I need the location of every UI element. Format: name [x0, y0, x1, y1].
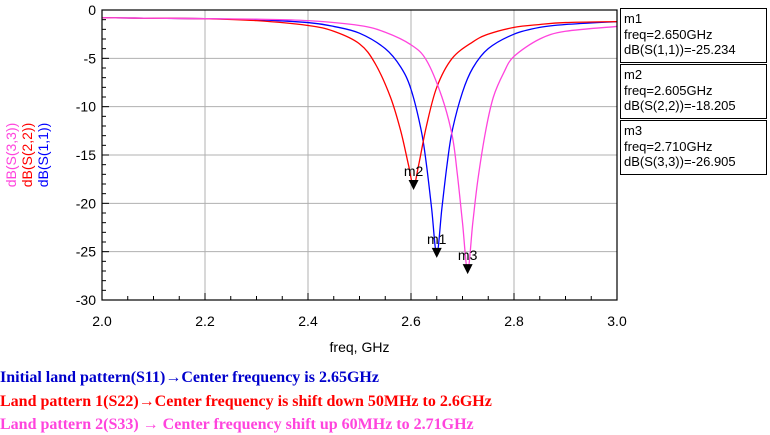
marker-readout-line: dB(S(1,1))=-25.234 — [624, 42, 736, 57]
y-tick-label: 0 — [88, 2, 96, 18]
grid — [101, 9, 618, 301]
marker-readout-line: m1 — [624, 11, 643, 26]
marker-triangle — [462, 264, 473, 275]
x-tick-label: 2.2 — [195, 313, 215, 329]
y-tick-label: -20 — [76, 195, 96, 211]
y-axis-title: dB(S(2,2)) — [19, 123, 35, 188]
x-tick-label: 2.0 — [92, 313, 112, 329]
series-lines — [101, 17, 618, 271]
marker-readout-line: freq=2.605GHz — [624, 82, 713, 98]
marker-label: m3 — [458, 247, 478, 263]
y-tick-label: -30 — [76, 292, 96, 308]
series-line — [101, 17, 618, 187]
marker-readout-line: freq=2.710GHz — [624, 138, 713, 154]
series-line — [101, 17, 618, 271]
marker-label: m2 — [404, 163, 424, 179]
marker-readout-line: dB(S(2,2))=-18.205 — [624, 98, 736, 113]
marker-readout-line: m3 — [624, 123, 643, 138]
y-tick-label: -25 — [76, 244, 96, 260]
marker-readout-line: m2 — [624, 67, 643, 82]
y-tick-label: -15 — [76, 147, 96, 163]
caption-s22: Land pattern 1(S22)→Center frequency is … — [0, 393, 492, 410]
y-axis-title: dB(S(3,3)) — [3, 123, 19, 188]
marker-triangle — [408, 179, 419, 190]
marker-label: m1 — [427, 231, 447, 247]
x-tick-label: 2.4 — [298, 313, 318, 329]
caption-s33: Land pattern 2(S33) → Center frequency s… — [0, 416, 474, 433]
x-tick-label: 2.8 — [504, 313, 524, 329]
y-axis-title: dB(S(1,1)) — [35, 123, 51, 188]
y-tick-label: -5 — [84, 50, 97, 66]
plot-frame — [101, 9, 618, 301]
marker-readout-m2: m2 freq=2.605GHz dB(S(2,2))=-18.205 — [620, 64, 767, 119]
marker-readout-line: freq=2.650GHz — [624, 26, 713, 42]
tick-labels: 2.0 2.2 2.4 2.6 2.8 3.0 0 -5 -10 -15 -20 -25 -30 — [76, 2, 627, 329]
marker-readout-line: dB(S(3,3))=-26.905 — [624, 154, 736, 169]
y-tick-label: -10 — [76, 99, 96, 115]
series-line — [101, 17, 618, 255]
markers: m1 m2 m3 — [404, 163, 478, 275]
x-tick-label: 3.0 — [607, 313, 627, 329]
y-axis-titles: dB(S(3,3)) dB(S(2,2)) dB(S(1,1)) — [3, 123, 51, 188]
x-axis-title: freq, GHz — [330, 339, 390, 355]
marker-readout-m1: m1 freq=2.650GHz dB(S(1,1))=-25.234 — [620, 8, 767, 63]
marker-readout-m3: m3 freq=2.710GHz dB(S(3,3))=-26.905 — [620, 120, 767, 175]
caption-s11: Initial land pattern(S11)→Center frequen… — [0, 369, 379, 386]
x-tick-label: 2.6 — [401, 313, 421, 329]
marker-triangle — [431, 247, 442, 258]
